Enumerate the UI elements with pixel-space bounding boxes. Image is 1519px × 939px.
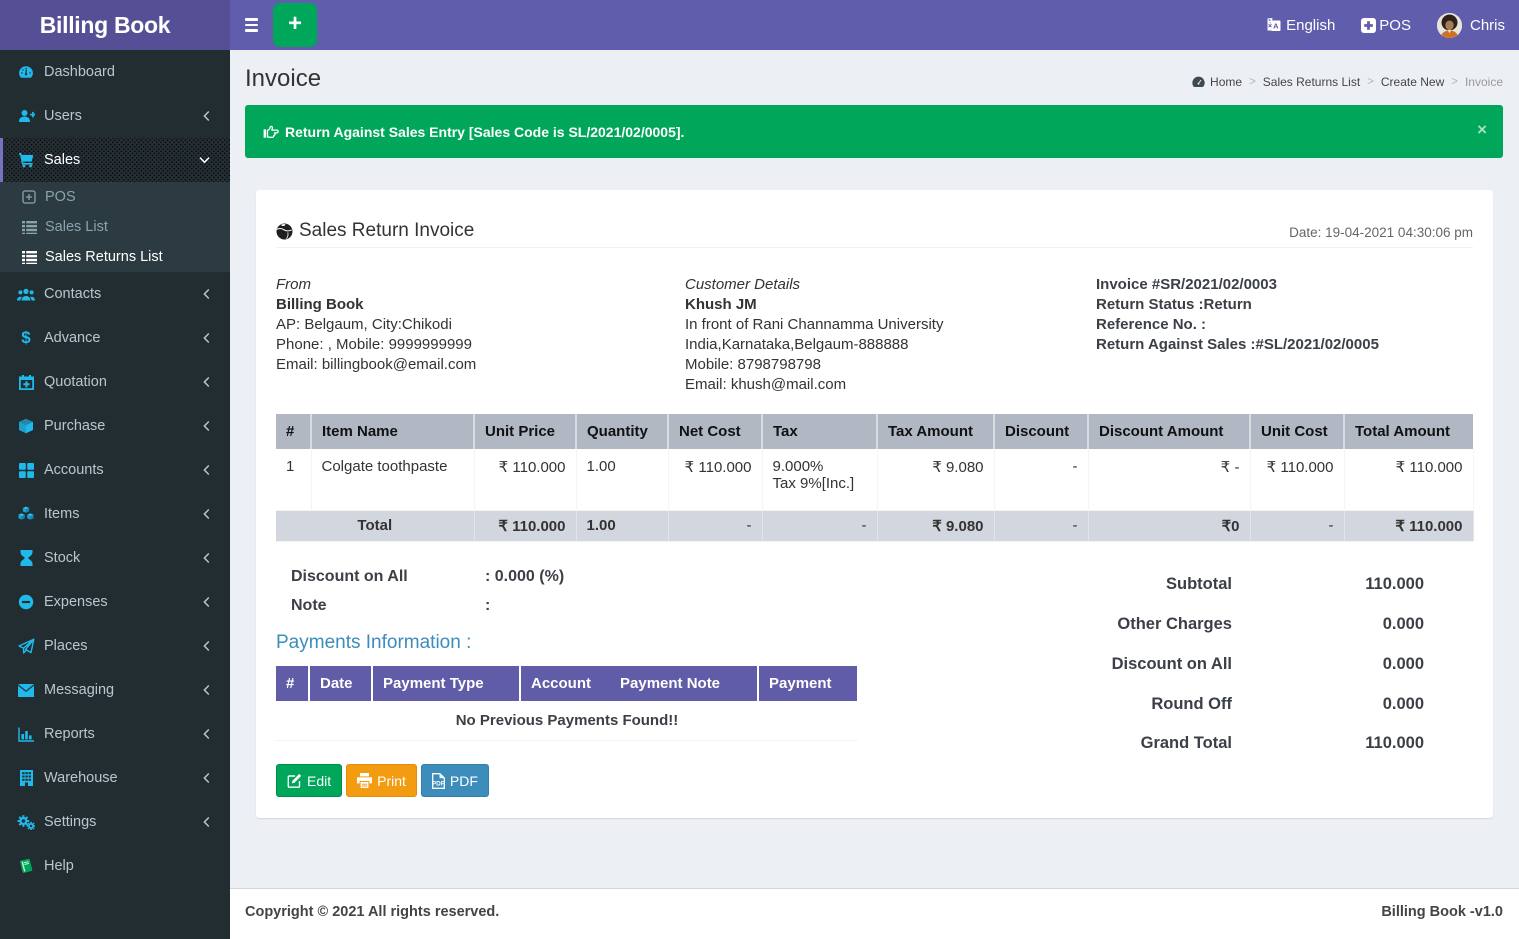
svg-text:A: A [1273,22,1279,31]
svg-text:PDF: PDF [432,780,445,787]
